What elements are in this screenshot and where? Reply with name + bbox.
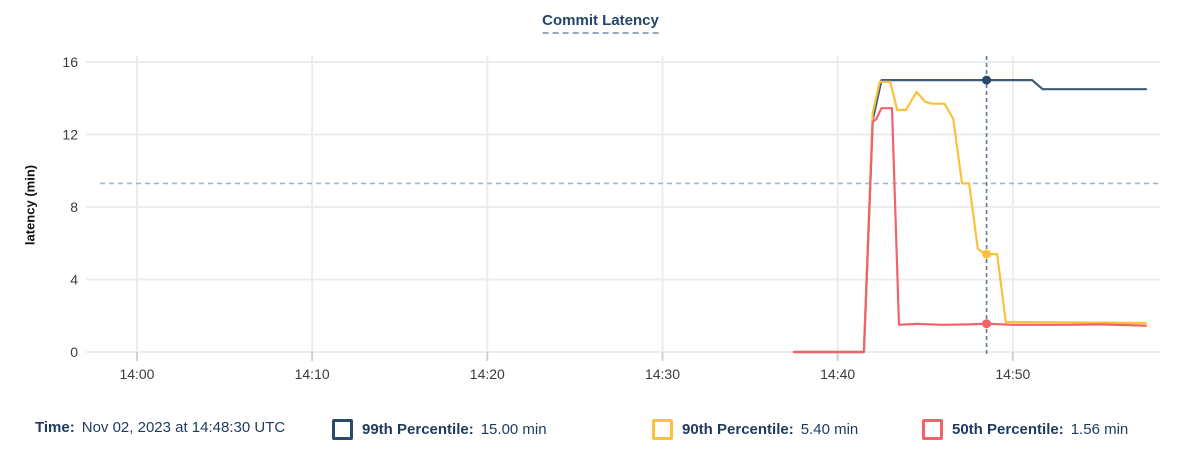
y-tick-label: 12 xyxy=(62,126,78,142)
legend-item-99th-percentile[interactable]: 99th Percentile: 15.00 min xyxy=(332,419,547,440)
legend-swatch-90th[interactable] xyxy=(652,419,673,440)
x-tick-label: 14:50 xyxy=(995,366,1030,382)
series-line-99th-percentile[interactable] xyxy=(792,78,1148,354)
cursor-dot-50th-percentile xyxy=(982,319,992,329)
cursor-dot-90th-percentile xyxy=(982,249,992,259)
legend-label-90th: 90th Percentile: xyxy=(682,421,794,438)
legend-swatch-50th[interactable] xyxy=(922,419,943,440)
x-tick-label: 14:40 xyxy=(820,366,855,382)
chart-canvas[interactable]: 0 4 8 12 16 14:00 14:10 14:20 14:30 14:40 14:50 xyxy=(0,0,1201,410)
legend-time-label: Time: xyxy=(35,419,75,436)
legend-label-99th: 99th Percentile: xyxy=(362,421,474,438)
cursor-dot-99th-percentile xyxy=(982,75,992,85)
legend-time-value: Nov 02, 2023 at 14:48:30 UTC xyxy=(81,419,286,436)
legend-item-90th-percentile[interactable]: 90th Percentile: 5.40 min xyxy=(652,419,858,440)
y-tick-label: 16 xyxy=(62,54,78,70)
legend-swatch-99th[interactable] xyxy=(332,419,353,440)
x-tick-label: 14:30 xyxy=(645,366,680,382)
chart-title[interactable]: Commit Latency xyxy=(542,12,659,34)
series-line-50th-percentile[interactable] xyxy=(792,107,1148,354)
x-tick-label: 14:20 xyxy=(470,366,505,382)
legend-value-90th: 5.40 min xyxy=(800,421,859,438)
legend-value-50th: 1.56 min xyxy=(1070,421,1129,438)
legend-time: Time: Nov 02, 2023 at 14:48:30 UTC xyxy=(35,419,285,436)
x-tick-label: 14:10 xyxy=(295,366,330,382)
x-tick-label: 14:00 xyxy=(119,366,154,382)
y-tick-label: 0 xyxy=(70,344,78,360)
series-line-90th-percentile[interactable] xyxy=(792,80,1148,354)
y-tick-label: 4 xyxy=(70,271,78,287)
legend-value-99th: 15.00 min xyxy=(480,421,547,438)
legend-item-50th-percentile[interactable]: 50th Percentile: 1.56 min xyxy=(922,419,1128,440)
y-tick-label: 8 xyxy=(70,199,78,215)
legend-label-50th: 50th Percentile: xyxy=(952,421,1064,438)
